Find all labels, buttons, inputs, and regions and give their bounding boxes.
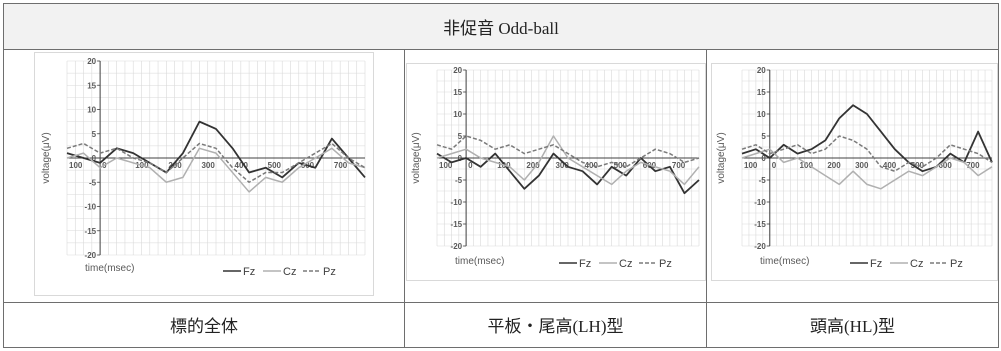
- y-tick-label: 15: [453, 88, 462, 97]
- series-line-pz: [436, 135, 700, 169]
- series-line-cz: [741, 148, 993, 191]
- y-tick-label: 5: [458, 132, 463, 141]
- y-axis-label: voltage(μV): [411, 133, 422, 184]
- x-tick-label: 700: [672, 161, 686, 170]
- chart-cell-3: -20 -15 -10 -5 0 5 10 15 20 100 0 100 200 300 400 500 60…: [705, 49, 1000, 303]
- y-tick-label: -10: [451, 198, 463, 207]
- y-axis-label: voltage(μV): [41, 133, 52, 184]
- y-tick-label: 15: [87, 82, 96, 91]
- series-line-fz: [66, 121, 366, 179]
- y-tick-label: 5: [761, 132, 766, 141]
- caption-3: 頭高(HL)型: [705, 301, 1000, 349]
- series-line-fz: [436, 153, 700, 195]
- legend-label-pz: Pz: [323, 266, 336, 278]
- title-row: 非促音 Odd-ball: [2, 2, 1000, 51]
- legend-label-fz: Fz: [870, 258, 882, 270]
- x-tick-label: 700: [966, 161, 980, 170]
- series-line-fz: [741, 104, 993, 173]
- x-tick-label: 100: [439, 161, 453, 170]
- series-line-cz: [66, 148, 366, 194]
- x-tick-label: 0: [772, 161, 777, 170]
- y-tick-label: 10: [453, 110, 462, 119]
- x-tick-label: 100: [800, 161, 814, 170]
- y-tick-label: -10: [85, 203, 97, 212]
- legend-label-cz: Cz: [910, 258, 923, 270]
- chart-row: -20 -15 -10 -5 0 5 10 15 20 100 0 100 200 300 400 500 60…: [3, 49, 1000, 303]
- y-tick-label: -15: [451, 220, 463, 229]
- legend-label-cz: Cz: [283, 266, 296, 278]
- x-tick-label: 300: [555, 161, 569, 170]
- legend-label-pz: Pz: [950, 258, 963, 270]
- y-tick-label: 20: [453, 66, 462, 75]
- x-tick-label: 200: [827, 161, 841, 170]
- chart-area-2: -20 -15 -10 -5 0 5 10 15 20 100 0 100 200 300 400 500 60…: [406, 63, 706, 282]
- y-tick-label: -5: [89, 179, 97, 188]
- caption-1: 標的全体: [3, 301, 405, 349]
- y-tick-label: 0: [458, 154, 463, 163]
- x-tick-label: 300: [855, 161, 869, 170]
- chart-area-3: -20 -15 -10 -5 0 5 10 15 20 100 0 100 200 300 400 500 60…: [711, 63, 998, 282]
- x-axis-label: time(msec): [455, 256, 504, 267]
- y-tick-label: 20: [87, 57, 96, 66]
- y-tick-label: 0: [761, 154, 766, 163]
- chart-area-1: -20 -15 -10 -5 0 5 10 15 20 100 0 100 200 300 400 500 60…: [34, 52, 374, 297]
- x-tick-label: 300: [201, 161, 215, 170]
- x-tick-label: 200: [526, 161, 540, 170]
- y-tick-label: 10: [757, 110, 766, 119]
- y-tick-label: 20: [757, 66, 766, 75]
- y-tick-label: -5: [759, 176, 767, 185]
- legend-label-fz: Fz: [579, 258, 591, 270]
- x-tick-label: 600: [938, 161, 952, 170]
- caption-2: 平板・尾高(LH)型: [404, 301, 707, 349]
- x-tick-label: 400: [585, 161, 599, 170]
- legend-label-fz: Fz: [243, 266, 255, 278]
- legend-label-pz: Pz: [659, 258, 672, 270]
- x-tick-label: 500: [614, 161, 628, 170]
- x-tick-label: 100: [744, 161, 758, 170]
- y-tick-label: 10: [87, 106, 96, 115]
- y-tick-label: -20: [85, 251, 97, 260]
- x-tick-label: 0: [468, 161, 473, 170]
- chart-cell-1: -20 -15 -10 -5 0 5 10 15 20 100 0 100 200 300 400 500 60…: [3, 49, 405, 303]
- caption-row: 標的全体 平板・尾高(LH)型 頭高(HL)型: [3, 301, 1000, 349]
- x-axis-label: time(msec): [760, 256, 809, 267]
- x-tick-label: 400: [883, 161, 897, 170]
- series-line-cz: [436, 135, 700, 186]
- series-line-pz: [741, 135, 993, 173]
- y-tick-label: 0: [92, 154, 97, 163]
- series-line-pz: [66, 143, 366, 184]
- x-axis-label: time(msec): [85, 263, 134, 274]
- y-tick-label: -10: [754, 198, 766, 207]
- figure-title: 非促音 Odd-ball: [2, 2, 1000, 51]
- y-tick-label: 5: [92, 130, 97, 139]
- x-tick-label: 500: [268, 161, 282, 170]
- y-tick-label: 15: [757, 88, 766, 97]
- x-tick-label: 400: [235, 161, 249, 170]
- y-axis-label: voltage(μV): [716, 133, 727, 184]
- y-tick-label: -20: [451, 242, 463, 251]
- y-tick-label: -20: [754, 242, 766, 251]
- chart-cell-2: -20 -15 -10 -5 0 5 10 15 20 100 0 100 200 300 400 500 60…: [404, 49, 707, 303]
- x-tick-label: 100: [69, 161, 83, 170]
- y-tick-label: -15: [754, 220, 766, 229]
- y-tick-label: -5: [455, 176, 463, 185]
- x-tick-label: 700: [334, 161, 348, 170]
- y-tick-label: -15: [85, 227, 97, 236]
- legend-label-cz: Cz: [619, 258, 632, 270]
